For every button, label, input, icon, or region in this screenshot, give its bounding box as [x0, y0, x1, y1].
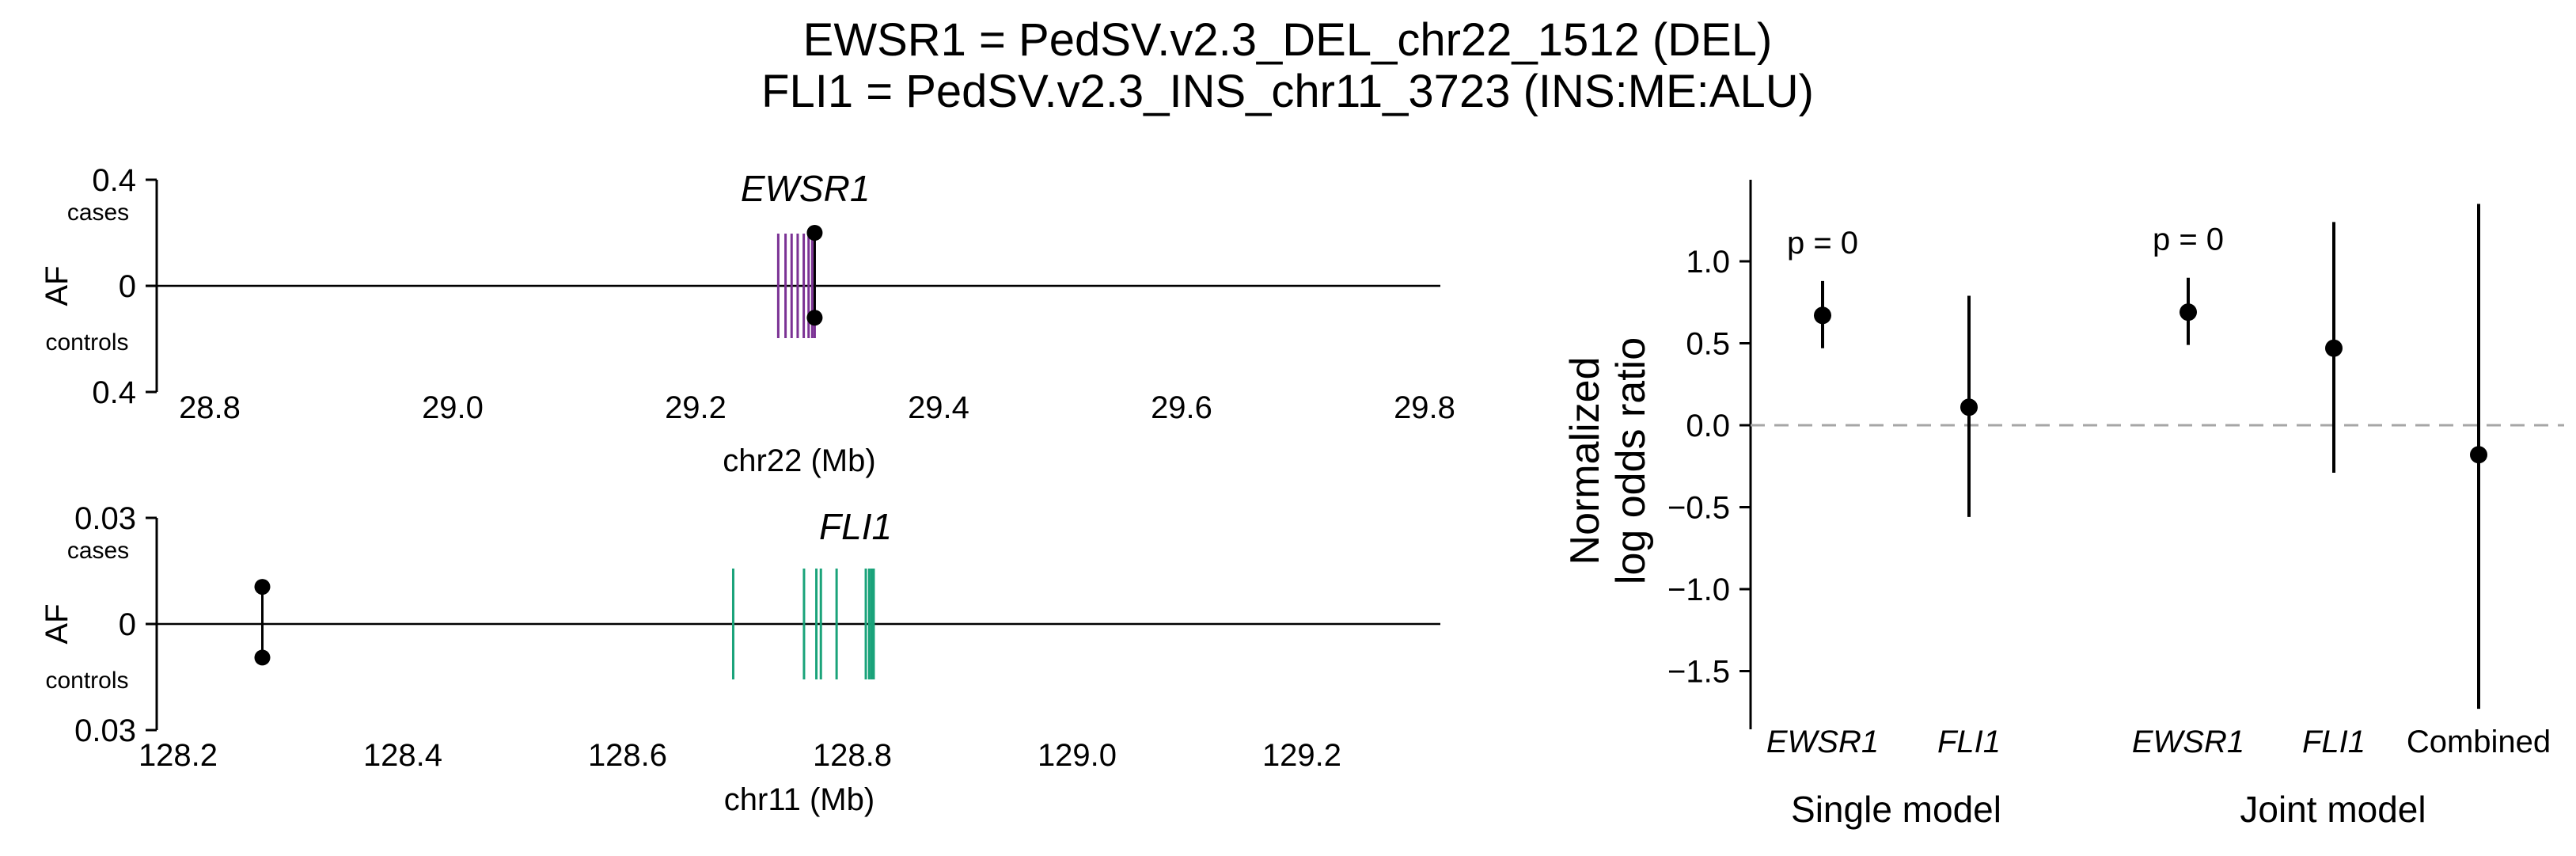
- point-estimate: [2470, 446, 2487, 464]
- y-tick-label: 0: [119, 269, 136, 304]
- x-tick-label: 29.4: [908, 390, 969, 425]
- control-af-point: [806, 310, 823, 326]
- x-tick-label: 129.0: [1038, 738, 1117, 773]
- x-tick-label: 29.8: [1394, 390, 1455, 425]
- control-af-point: [254, 649, 271, 666]
- x-category-label: FLI1: [1937, 725, 2001, 759]
- p-value-annotation: p = 0: [2153, 223, 2224, 257]
- odds-ratio-panel: 1.0 0.5 0.0 −0.5 −1.0 −1.5 Normalizedlog odds …: [1562, 180, 2564, 830]
- figure-title-line-1: EWSR1 = PedSV.v2.3_DEL_chr22_1512 (DEL): [803, 14, 1773, 66]
- x-tick-label: 29.6: [1151, 390, 1212, 425]
- point-estimate: [1960, 398, 1978, 417]
- y-tick-label: 0.03: [74, 713, 136, 748]
- point-estimate: [1814, 306, 1831, 325]
- y-axis-label-line: log odds ratio: [1608, 337, 1654, 584]
- gene-label: FLI1: [819, 506, 892, 547]
- p-value-annotation: p = 0: [1787, 226, 1858, 261]
- y-tick-label: 1.0: [1686, 245, 1730, 280]
- y-tick-label: −0.5: [1667, 491, 1730, 526]
- x-tick-label: 129.2: [1262, 738, 1341, 773]
- x-tick-label: 128.2: [138, 738, 218, 773]
- y-axis-label: AF: [40, 603, 74, 644]
- y-axis-label: Normalizedlog odds ratio: [1562, 337, 1654, 584]
- x-category-label: Combined: [2407, 725, 2551, 759]
- x-category-label: EWSR1: [2132, 725, 2244, 759]
- y-tick-label: 0.4: [92, 375, 136, 410]
- group-label: Joint model: [2240, 789, 2426, 830]
- y-tick-label: −1.0: [1667, 573, 1730, 607]
- point-estimate: [2325, 339, 2343, 357]
- gene-label: EWSR1: [741, 168, 871, 209]
- point-estimate: [2180, 303, 2197, 321]
- y-tick-label: 0: [119, 607, 136, 642]
- x-tick-label: 29.0: [422, 390, 484, 425]
- cases-label: cases: [67, 538, 129, 564]
- x-axis-label: chr11 (Mb): [724, 782, 874, 817]
- y-axis-label-line: Normalized: [1562, 357, 1608, 565]
- x-tick-label: 128.6: [588, 738, 667, 773]
- figure-title-line-2: FLI1 = PedSV.v2.3_INS_chr11_3723 (INS:ME…: [761, 66, 1814, 117]
- x-tick-label: 28.8: [179, 390, 241, 425]
- controls-label: controls: [45, 329, 128, 356]
- x-tick-label: 29.2: [665, 390, 727, 425]
- y-tick-label: −1.5: [1667, 655, 1730, 690]
- y-axis-label: AF: [40, 265, 74, 306]
- y-tick-label: 0.0: [1686, 409, 1730, 443]
- cases-label: cases: [67, 200, 129, 226]
- x-tick-label: 128.4: [363, 738, 442, 773]
- case-af-point: [254, 579, 271, 595]
- x-category-label: EWSR1: [1766, 725, 1879, 759]
- x-category-label: FLI1: [2302, 725, 2365, 759]
- controls-label: controls: [45, 668, 128, 694]
- x-tick-label: 128.8: [813, 738, 892, 773]
- x-axis-label: chr22 (Mb): [723, 443, 875, 478]
- y-tick-label: 0.4: [92, 163, 136, 198]
- group-label: Single model: [1791, 789, 2001, 830]
- y-tick-label: 0.5: [1686, 327, 1730, 362]
- case-af-point: [806, 225, 823, 241]
- y-tick-label: 0.03: [74, 501, 136, 536]
